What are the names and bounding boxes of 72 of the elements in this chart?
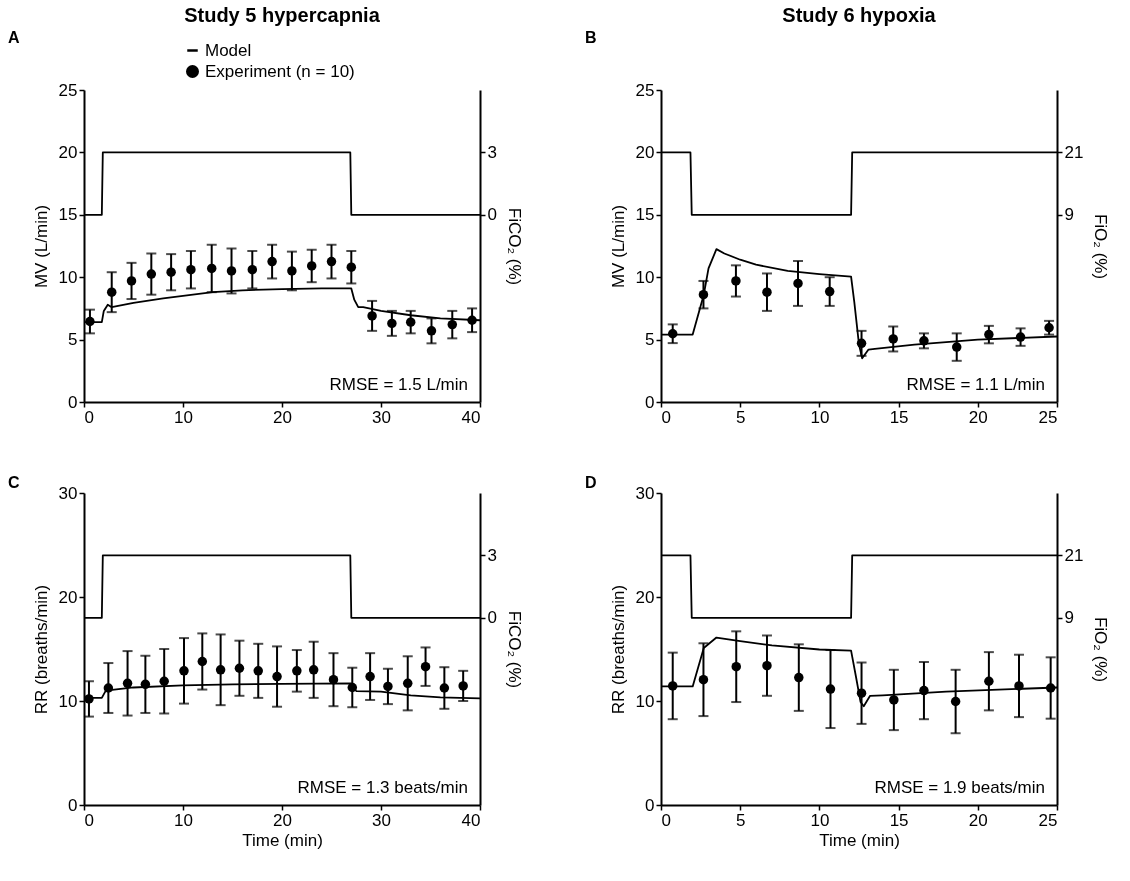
x-tick-label: 25 xyxy=(1038,810,1058,830)
x-tick-label: 10 xyxy=(174,810,193,830)
y-tick-label: 30 xyxy=(635,483,655,503)
y-tick-label: 0 xyxy=(68,795,78,815)
y2-axis-title: FiO₂ (%) xyxy=(1091,213,1111,280)
y-tick-label: 15 xyxy=(58,205,78,225)
y-tick-label: 25 xyxy=(58,80,78,100)
y-tick-label: 15 xyxy=(635,205,655,225)
y2-axis-title: FiCO₂ (%) xyxy=(504,207,524,286)
y-tick-label: 0 xyxy=(68,392,78,412)
y2-tick-label: 0 xyxy=(487,205,497,225)
y-axis-title: MV (L/min) xyxy=(608,204,628,289)
annotation: RMSE = 1.3 beats/min xyxy=(297,778,468,797)
x-tick-label: 0 xyxy=(661,407,671,427)
text: D xyxy=(585,474,597,491)
y-tick-label: 10 xyxy=(58,691,78,711)
x-tick-label: 0 xyxy=(661,810,671,830)
y-axis-title: MV (L/min) xyxy=(31,204,51,289)
x-tick-label: 15 xyxy=(889,810,909,830)
annotation: RMSE = 1.9 beats/min xyxy=(874,778,1045,797)
y-tick-label: 10 xyxy=(635,267,655,287)
y2-tick-label: 3 xyxy=(487,545,497,565)
x-tick-label: 15 xyxy=(889,407,909,427)
y2-tick-label: 9 xyxy=(1064,608,1074,628)
chart-title: Study 6 hypoxia xyxy=(782,4,937,26)
x-tick-label: 10 xyxy=(174,407,193,427)
x-tick-label: 40 xyxy=(461,810,481,830)
x-tick-label: 20 xyxy=(273,810,292,830)
x-tick-label: 10 xyxy=(810,810,830,830)
y-tick-label: 0 xyxy=(645,392,655,412)
x-axis-title: Time (min) xyxy=(819,830,900,850)
y-axis-title: RR (breaths/min) xyxy=(31,584,51,715)
y-tick-label: 5 xyxy=(68,330,78,350)
x-tick-label: 40 xyxy=(461,407,481,427)
y-tick-label: 10 xyxy=(635,691,655,711)
y-axis-title: RR (breaths/min) xyxy=(608,584,628,715)
x-tick-label: 0 xyxy=(84,810,94,830)
y-tick-label: 0 xyxy=(645,795,655,815)
x-tick-label: 20 xyxy=(273,407,292,427)
chart-title: Study 5 hypercapnia xyxy=(184,4,381,26)
x-tick-label: 20 xyxy=(968,407,988,427)
y2-axis-title: FiO₂ (%) xyxy=(1091,616,1111,683)
annotation: RMSE = 1.5 L/min xyxy=(329,375,468,394)
x-tick-label: 30 xyxy=(372,407,391,427)
y-tick-label: 10 xyxy=(58,267,78,287)
legend-label: Experiment (n = 10) xyxy=(205,61,355,81)
y-tick-label: 20 xyxy=(635,587,655,607)
y-tick-label: 20 xyxy=(635,142,655,162)
y-tick-label: 5 xyxy=(645,330,655,350)
y2-tick-label: 0 xyxy=(487,608,497,628)
y2-axis-title: FiCO₂ (%) xyxy=(504,610,524,689)
y-tick-label: 30 xyxy=(58,483,78,503)
y2-tick-label: 21 xyxy=(1064,545,1084,565)
text: B xyxy=(585,29,597,46)
x-axis-title: Time (min) xyxy=(242,830,323,850)
y2-tick-label: 9 xyxy=(1064,205,1074,225)
y-tick-label: 25 xyxy=(635,80,655,100)
x-tick-label: 5 xyxy=(735,407,746,427)
annotation: RMSE = 1.1 L/min xyxy=(906,375,1045,394)
x-tick-label: 10 xyxy=(810,407,830,427)
y-tick-label: 20 xyxy=(58,587,78,607)
x-tick-label: 30 xyxy=(372,810,391,830)
x-tick-label: 20 xyxy=(968,810,988,830)
text: C xyxy=(8,474,20,491)
x-tick-label: 5 xyxy=(735,810,746,830)
text: A xyxy=(8,29,20,46)
y2-tick-label: 3 xyxy=(487,142,497,162)
x-tick-label: 25 xyxy=(1038,407,1058,427)
x-tick-label: 0 xyxy=(84,407,94,427)
y2-tick-label: 21 xyxy=(1064,142,1084,162)
y-tick-label: 20 xyxy=(58,142,78,162)
legend-label: Model xyxy=(205,40,252,60)
